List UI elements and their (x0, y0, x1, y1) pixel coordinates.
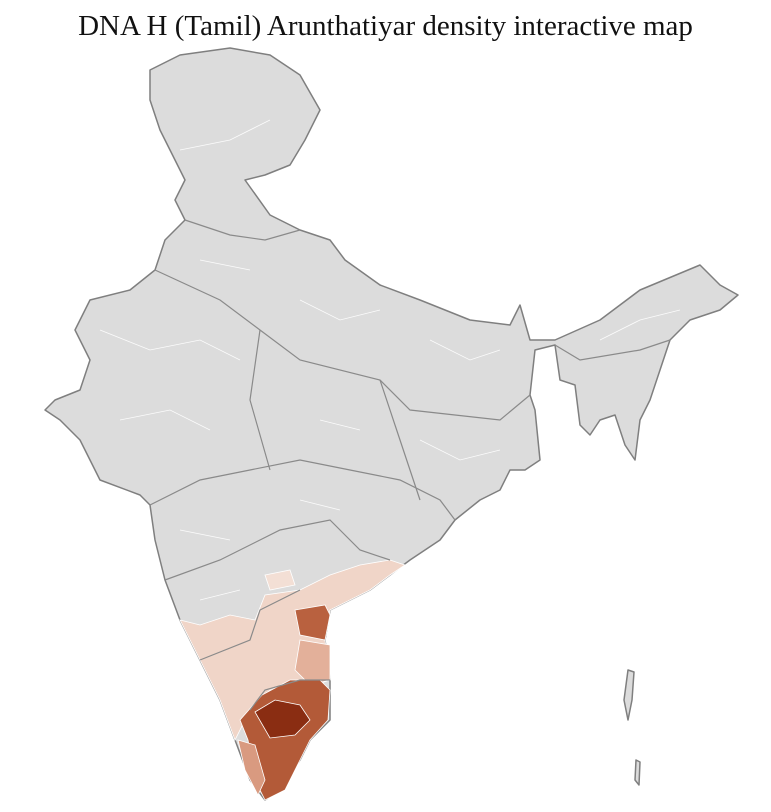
state-borders (149, 219, 671, 711)
state-border (199, 589, 301, 661)
state-border (154, 269, 531, 421)
map-title: DNA H (Tamil) Arunthatiyar density inter… (78, 10, 693, 42)
region-light (264, 569, 296, 591)
state-border (249, 329, 271, 471)
state-border (184, 219, 301, 241)
region-medium (237, 739, 266, 796)
region-darkest (254, 699, 311, 739)
district-border (99, 119, 681, 601)
island (634, 759, 641, 786)
island (623, 669, 635, 721)
country-outline (44, 47, 739, 801)
region-dark (294, 604, 331, 641)
state-border (164, 519, 391, 581)
state-border (554, 339, 671, 361)
state-border (149, 459, 456, 521)
state-border (379, 379, 421, 501)
district-borders (99, 119, 681, 601)
state-border (249, 679, 330, 711)
